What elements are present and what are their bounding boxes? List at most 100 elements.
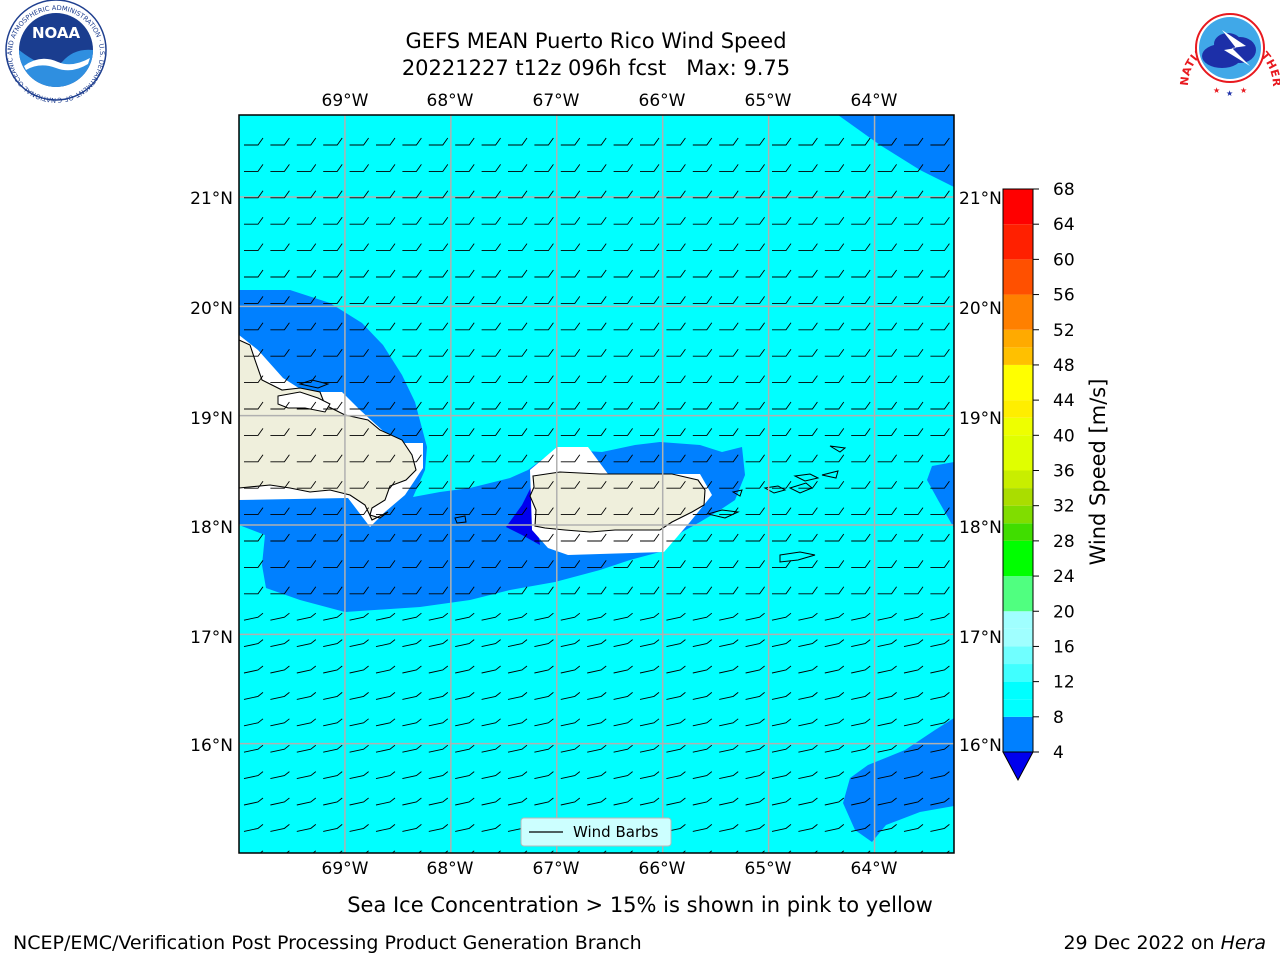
wind-barb — [613, 480, 633, 489]
wind-barb — [851, 771, 871, 780]
wind-barb — [877, 639, 897, 648]
wind-barb — [851, 322, 871, 331]
wind-barb — [402, 296, 422, 304]
latitude-labels-left: 21°N 20°N 19°N 18°N 17°N 16°N — [190, 189, 233, 756]
wind-barb — [296, 665, 317, 674]
colorbar-tick-label: 8 — [1053, 708, 1064, 728]
wind-barb — [402, 824, 422, 832]
wind-barb — [534, 454, 554, 463]
wind-barb — [508, 560, 528, 568]
wind-barb — [349, 639, 369, 648]
wind-barb — [824, 190, 845, 199]
wind-barb — [428, 824, 449, 832]
colorbar-tick-label: 40 — [1053, 426, 1075, 446]
wind-barb — [244, 322, 264, 331]
wind-barb — [338, 850, 343, 853]
island-vieques — [706, 509, 740, 519]
noaa-wordmark: NOAA — [32, 24, 81, 42]
wind-barb — [296, 797, 317, 806]
wind-barb — [349, 692, 369, 700]
lat-label-left: 18°N — [190, 518, 233, 538]
footer-host: Hera — [1220, 932, 1266, 954]
wind-barb — [613, 771, 633, 780]
wind-barb — [666, 190, 686, 199]
wind-barb — [587, 454, 607, 463]
wind-barb — [481, 269, 501, 278]
map-panel: 69°W 68°W 67°W 66°W 65°W 64°W 69°W 68°W … — [190, 91, 1002, 879]
wind-barb — [323, 216, 343, 225]
wind-barb — [534, 586, 554, 595]
wind-barb — [772, 348, 792, 357]
wind-barb — [824, 348, 845, 357]
wind-barb — [349, 375, 369, 384]
wind-barb — [719, 771, 739, 780]
wind-barb — [587, 348, 607, 357]
colorbar-band — [1003, 681, 1033, 700]
longitude-labels-bottom: 69°W 68°W 67°W 66°W 65°W 64°W — [322, 859, 898, 879]
wind-barb — [866, 850, 871, 853]
wind-barb — [523, 850, 528, 853]
wind-barb — [323, 797, 343, 806]
wind-barb — [560, 269, 581, 278]
wind-barb — [402, 375, 422, 384]
wind-barb — [417, 850, 422, 853]
graticule — [239, 115, 954, 853]
wind-barb — [508, 401, 528, 410]
wind-barb — [772, 454, 792, 463]
wind-barb — [481, 586, 501, 595]
wind-barb — [877, 190, 897, 199]
wind-barb — [719, 692, 739, 700]
wind-barb — [270, 744, 290, 753]
wind-barb — [470, 850, 475, 853]
wind-barb — [851, 586, 871, 595]
wind-barb — [877, 243, 897, 252]
wind-barb — [444, 850, 449, 853]
wind-barb — [692, 612, 713, 621]
wind-barb — [375, 771, 396, 780]
wind-barb — [851, 190, 871, 199]
wind-barb — [243, 797, 264, 806]
wind-barb — [560, 190, 581, 199]
wind-barb — [877, 507, 897, 516]
wind-barb — [270, 612, 290, 621]
wind-barb — [349, 612, 369, 621]
wind-barb — [824, 692, 845, 700]
wind-barb — [270, 586, 290, 595]
wind-barb — [376, 190, 396, 199]
wind-barb — [244, 560, 264, 568]
wind-barb — [692, 164, 713, 172]
wind-barb — [534, 428, 554, 436]
wind-barb — [798, 797, 818, 806]
wind-barb — [349, 586, 369, 595]
wind-barb — [824, 216, 845, 225]
wind-barb — [270, 507, 290, 516]
wind-barb — [428, 639, 449, 648]
wind-barb — [402, 322, 422, 331]
wind-barb — [666, 269, 686, 278]
wind-barb — [402, 718, 422, 727]
lon-label-top: 69°W — [322, 91, 369, 111]
wind-barb — [930, 216, 950, 225]
wind-barb — [296, 269, 317, 278]
wind-barb — [904, 164, 924, 172]
wind-barb — [243, 824, 264, 832]
wind-barb — [692, 322, 713, 331]
wind-barb — [798, 269, 818, 278]
wind-barb — [930, 612, 950, 621]
wind-barb — [507, 718, 528, 727]
wind-barb — [455, 797, 475, 806]
wind-barb — [719, 137, 739, 146]
wind-barb — [455, 322, 475, 331]
wind-barb — [587, 243, 607, 252]
wind-barb — [613, 797, 633, 806]
wind-barb — [666, 375, 686, 384]
wind-barb — [244, 190, 264, 199]
wind-barb — [629, 850, 633, 853]
svg-text:★: ★ — [1226, 89, 1233, 98]
wind-barb — [428, 454, 449, 463]
wind-barb — [323, 771, 343, 780]
wind-barb — [640, 375, 660, 384]
wind-barb — [244, 428, 264, 436]
colorbar-tick-label: 24 — [1053, 567, 1075, 587]
wind-barb — [613, 243, 633, 252]
